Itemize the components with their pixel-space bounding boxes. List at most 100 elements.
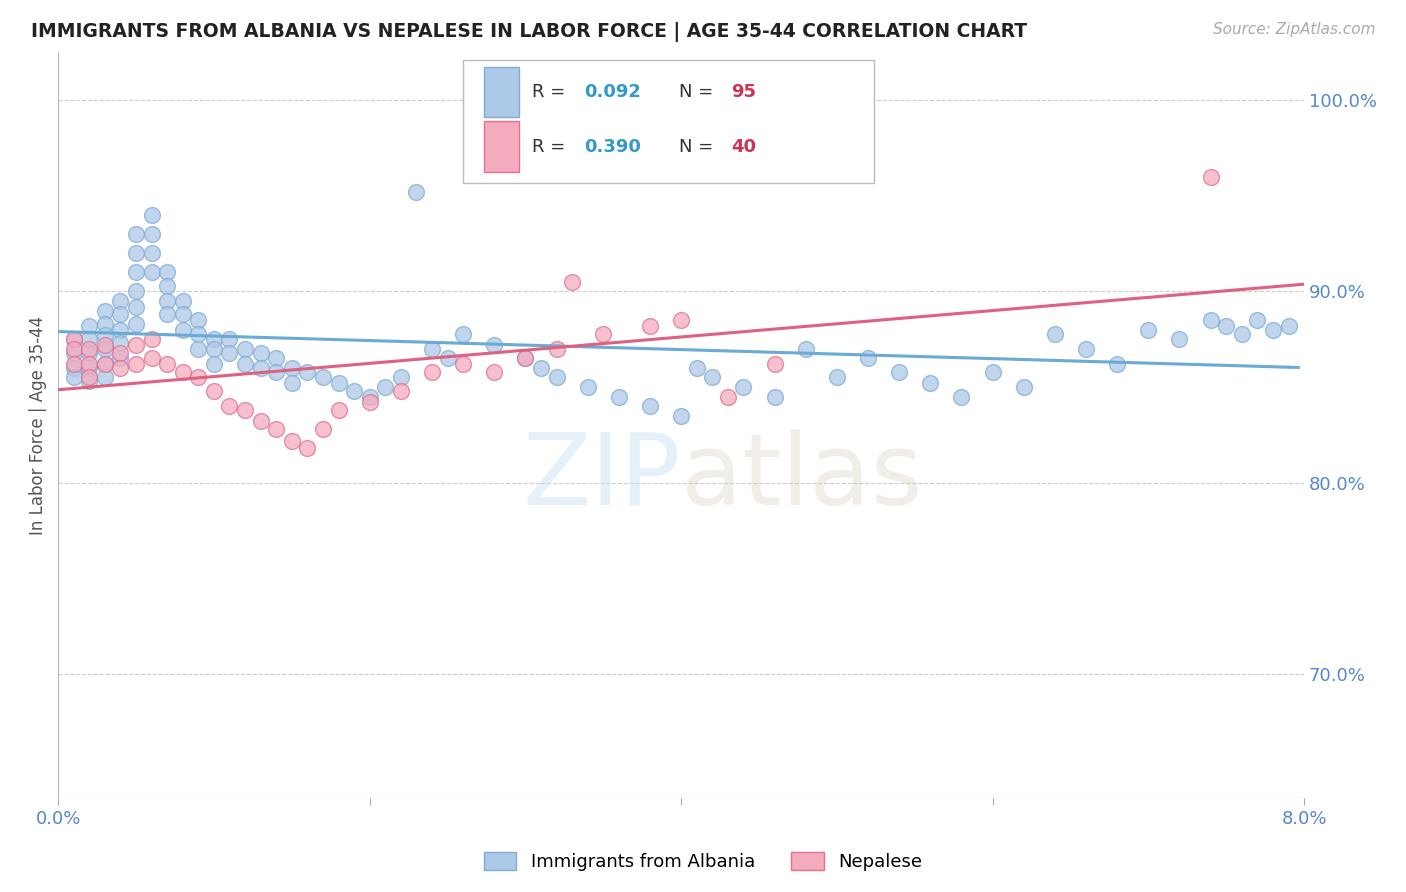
Point — [717, 390, 740, 404]
Point — [62, 332, 84, 346]
Point — [515, 351, 537, 366]
Text: 40: 40 — [731, 138, 756, 156]
Point — [359, 395, 381, 409]
Point — [125, 285, 148, 299]
Point — [281, 360, 304, 375]
Point — [1246, 313, 1268, 327]
Point — [94, 317, 117, 331]
Point — [763, 357, 786, 371]
Point — [156, 278, 179, 293]
Point — [328, 403, 350, 417]
Text: R =: R = — [531, 83, 571, 101]
Point — [62, 357, 84, 371]
Point — [1107, 357, 1129, 371]
Text: ZIP: ZIP — [523, 429, 681, 526]
Point — [374, 380, 396, 394]
FancyBboxPatch shape — [484, 121, 519, 172]
Point — [1074, 342, 1097, 356]
Point — [420, 342, 443, 356]
Point — [950, 390, 973, 404]
Point — [1261, 323, 1284, 337]
Point — [172, 323, 194, 337]
Point — [156, 357, 179, 371]
Point — [94, 338, 117, 352]
Point — [389, 370, 412, 384]
Text: Source: ZipAtlas.com: Source: ZipAtlas.com — [1212, 22, 1375, 37]
Text: atlas: atlas — [681, 429, 922, 526]
Point — [312, 422, 335, 436]
Point — [546, 370, 568, 384]
Point — [297, 442, 319, 456]
Point — [172, 293, 194, 308]
Point — [451, 357, 474, 371]
Point — [125, 357, 148, 371]
Point — [172, 365, 194, 379]
Point — [576, 380, 599, 394]
Point — [218, 345, 240, 359]
Point — [1277, 318, 1299, 333]
Point — [420, 365, 443, 379]
Y-axis label: In Labor Force | Age 35-44: In Labor Force | Age 35-44 — [30, 316, 46, 535]
Point — [312, 370, 335, 384]
Point — [156, 293, 179, 308]
Point — [156, 307, 179, 321]
Point — [79, 342, 101, 356]
Point — [763, 390, 786, 404]
Point — [141, 265, 163, 279]
Point — [141, 208, 163, 222]
Text: N =: N = — [679, 138, 718, 156]
Point — [451, 326, 474, 341]
Point — [202, 357, 225, 371]
Point — [187, 313, 209, 327]
Point — [110, 336, 132, 351]
Point — [125, 265, 148, 279]
Text: R =: R = — [531, 138, 571, 156]
Point — [94, 357, 117, 371]
Point — [733, 380, 755, 394]
Point — [172, 307, 194, 321]
Point — [141, 246, 163, 260]
Point — [62, 342, 84, 356]
Text: IMMIGRANTS FROM ALBANIA VS NEPALESE IN LABOR FORCE | AGE 35-44 CORRELATION CHART: IMMIGRANTS FROM ALBANIA VS NEPALESE IN L… — [31, 22, 1026, 42]
Point — [669, 409, 692, 423]
Point — [79, 374, 101, 388]
Point — [94, 303, 117, 318]
Point — [125, 338, 148, 352]
Point — [233, 342, 256, 356]
Point — [1230, 326, 1253, 341]
Point — [825, 370, 848, 384]
Point — [233, 403, 256, 417]
Point — [686, 360, 709, 375]
Point — [79, 360, 101, 375]
Point — [981, 365, 1004, 379]
Point — [202, 384, 225, 398]
Text: 0.390: 0.390 — [583, 138, 641, 156]
Point — [264, 422, 287, 436]
Point — [889, 365, 911, 379]
Point — [94, 370, 117, 384]
Point — [638, 318, 661, 333]
Point — [638, 399, 661, 413]
Text: N =: N = — [679, 83, 718, 101]
Point — [141, 227, 163, 241]
Point — [125, 300, 148, 314]
Point — [187, 342, 209, 356]
Point — [592, 326, 614, 341]
Point — [125, 227, 148, 241]
FancyBboxPatch shape — [463, 60, 875, 183]
Point — [546, 342, 568, 356]
Point — [794, 342, 817, 356]
Point — [484, 338, 506, 352]
Point — [515, 351, 537, 366]
Point — [297, 365, 319, 379]
Point — [702, 370, 724, 384]
Point — [187, 370, 209, 384]
Point — [62, 360, 84, 375]
Point — [110, 360, 132, 375]
Point — [110, 345, 132, 359]
Legend: Immigrants from Albania, Nepalese: Immigrants from Albania, Nepalese — [477, 845, 929, 879]
Point — [125, 317, 148, 331]
Point — [561, 275, 583, 289]
Point — [1168, 332, 1191, 346]
Point — [94, 328, 117, 343]
